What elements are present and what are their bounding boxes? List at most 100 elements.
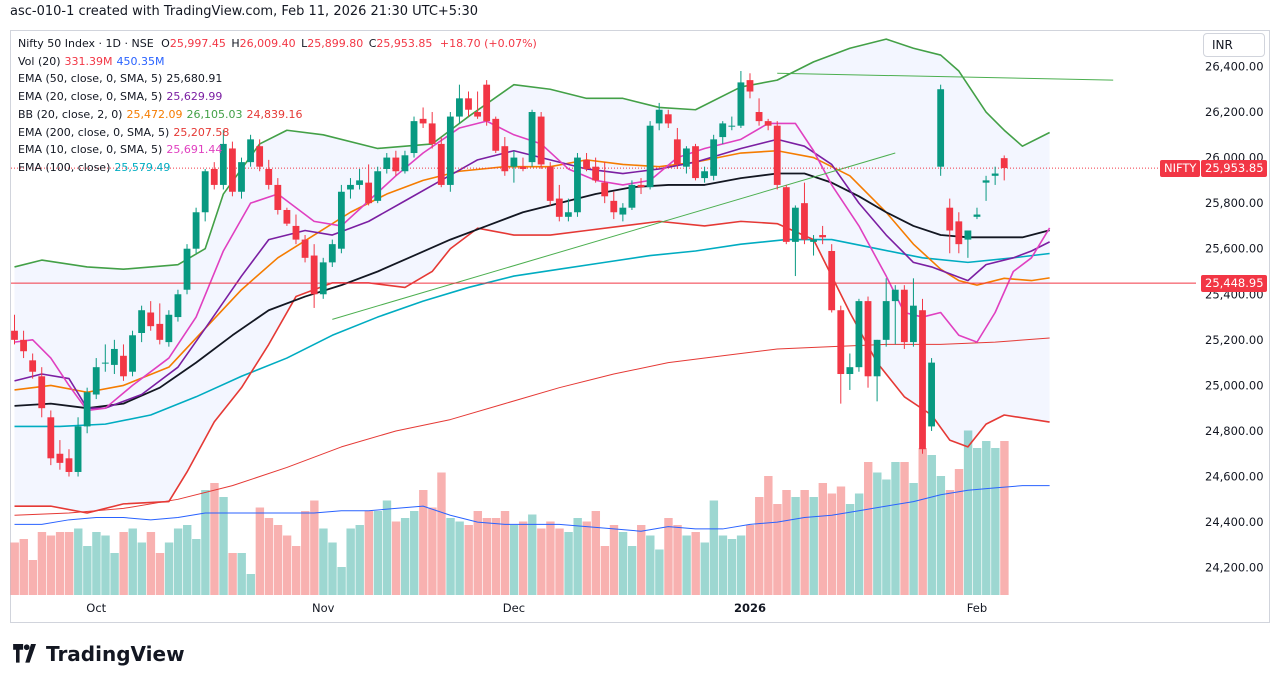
legend-row: EMA (200, close, 0, SMA, 5) 25,207.58 xyxy=(18,124,537,142)
symbol-label: Nifty 50 Index · 1D · NSE xyxy=(18,37,154,50)
tradingview-logo[interactable]: TradingView xyxy=(12,642,185,666)
legend-row: BB (20, close, 2, 0) 25,472.09 26,105.03 24… xyxy=(18,106,537,124)
candle-body xyxy=(410,121,418,154)
volume-bar xyxy=(164,542,174,595)
legend-rows: Vol (20) 331.39M 450.35M EMA (50, close, 0,… xyxy=(18,53,537,177)
volume-bar xyxy=(210,483,219,595)
volume-bar xyxy=(500,511,510,595)
y-tick-label: 26,400.00 xyxy=(1205,59,1264,73)
ohlc-value: 25,899.80 xyxy=(307,37,364,50)
x-tick-label: 2026 xyxy=(734,601,766,615)
candle-body xyxy=(483,84,491,122)
candle-body xyxy=(29,360,37,372)
trendline xyxy=(332,152,896,320)
price-tag: NIFTY xyxy=(1160,159,1201,177)
volume-bar xyxy=(927,455,936,595)
candle-body xyxy=(537,116,545,165)
candle-body xyxy=(946,207,954,231)
volume-bar xyxy=(509,525,519,595)
candle-body xyxy=(937,89,945,167)
candle-body xyxy=(655,109,663,124)
volume-bar xyxy=(301,511,310,595)
legend-row-label: EMA (50, close, 0, SMA, 5) xyxy=(18,72,163,86)
candle-body xyxy=(664,114,672,124)
y-tick-label: 24,400.00 xyxy=(1205,515,1264,529)
legend-row-label: EMA (20, close, 0, SMA, 5) xyxy=(18,90,163,104)
volume-bar xyxy=(10,542,19,595)
candle-body xyxy=(991,173,999,176)
level-tag: 25,448.95 xyxy=(1201,274,1267,292)
price-tag-value: 25,953.85 xyxy=(1201,159,1267,177)
volume-bar xyxy=(900,462,909,595)
candle-body xyxy=(900,289,908,343)
volume-bar xyxy=(37,532,47,595)
legend-row: EMA (100, close) 25,579.49 xyxy=(18,159,537,177)
candle-body xyxy=(456,98,463,117)
volume-bar xyxy=(800,490,809,595)
currency-button[interactable]: INR xyxy=(1203,33,1265,57)
candle-body xyxy=(564,212,572,217)
candle-body xyxy=(110,348,118,365)
candle-body xyxy=(873,339,881,377)
candle-body xyxy=(129,335,136,372)
candle-body xyxy=(837,310,845,375)
candle-body xyxy=(555,198,563,217)
y-tick-label: 24,800.00 xyxy=(1205,424,1264,438)
price-tag-symbol: NIFTY xyxy=(1164,160,1197,175)
volume-bar xyxy=(228,553,237,595)
candle-body xyxy=(20,339,27,352)
candle-body xyxy=(383,157,391,169)
volume-bar xyxy=(564,532,573,595)
volume-bar xyxy=(391,521,401,595)
candle-body xyxy=(891,289,899,302)
volume-bar xyxy=(845,504,855,595)
y-tick-label: 26,200.00 xyxy=(1205,105,1264,119)
volume-bar xyxy=(373,511,383,595)
candle-body xyxy=(210,168,218,185)
candle-body xyxy=(846,367,854,375)
volume-bar xyxy=(364,511,374,595)
candle-body xyxy=(83,392,91,427)
candle-body xyxy=(592,166,600,181)
candle-body xyxy=(828,250,836,311)
volume-bar xyxy=(891,462,900,595)
candle-body xyxy=(147,312,155,327)
candle-body xyxy=(219,143,227,185)
volume-bar xyxy=(337,567,346,595)
volume-bar xyxy=(74,528,83,595)
candle-body xyxy=(782,187,790,242)
candle-body xyxy=(510,157,518,167)
volume-bar xyxy=(319,528,328,595)
volume-bar xyxy=(936,476,946,595)
volume-bar xyxy=(537,528,546,595)
candle-body xyxy=(619,207,627,215)
candle-body xyxy=(310,255,318,295)
candle-body xyxy=(265,168,273,185)
candle-body xyxy=(673,139,681,165)
legend-row-value: 25,691.44 xyxy=(166,143,223,157)
candle-body xyxy=(337,191,345,249)
candle-body xyxy=(328,244,336,263)
volume-bar xyxy=(246,574,255,595)
x-tick-label: Oct xyxy=(86,601,106,615)
candle-body xyxy=(728,125,736,127)
candle-body xyxy=(401,155,409,172)
volume-bar xyxy=(945,490,955,595)
candle-body xyxy=(101,362,109,364)
bb-upper-line xyxy=(14,38,1050,271)
y-tick-label: 24,600.00 xyxy=(1205,470,1264,484)
price-tag-value-text: 25,953.85 xyxy=(1205,160,1264,175)
volume-bar xyxy=(273,525,283,595)
volume-bar xyxy=(518,521,528,595)
candle-body xyxy=(791,207,799,242)
volume-bar xyxy=(464,525,473,595)
candle-body xyxy=(964,230,972,240)
candle-body xyxy=(973,214,981,217)
volume-bar xyxy=(745,525,755,595)
volume-bar xyxy=(192,539,201,595)
volume-bar xyxy=(646,535,655,595)
candle-body xyxy=(238,162,245,192)
volume-bar xyxy=(582,521,591,595)
volume-bar xyxy=(355,525,364,595)
volume-bar xyxy=(219,497,228,595)
